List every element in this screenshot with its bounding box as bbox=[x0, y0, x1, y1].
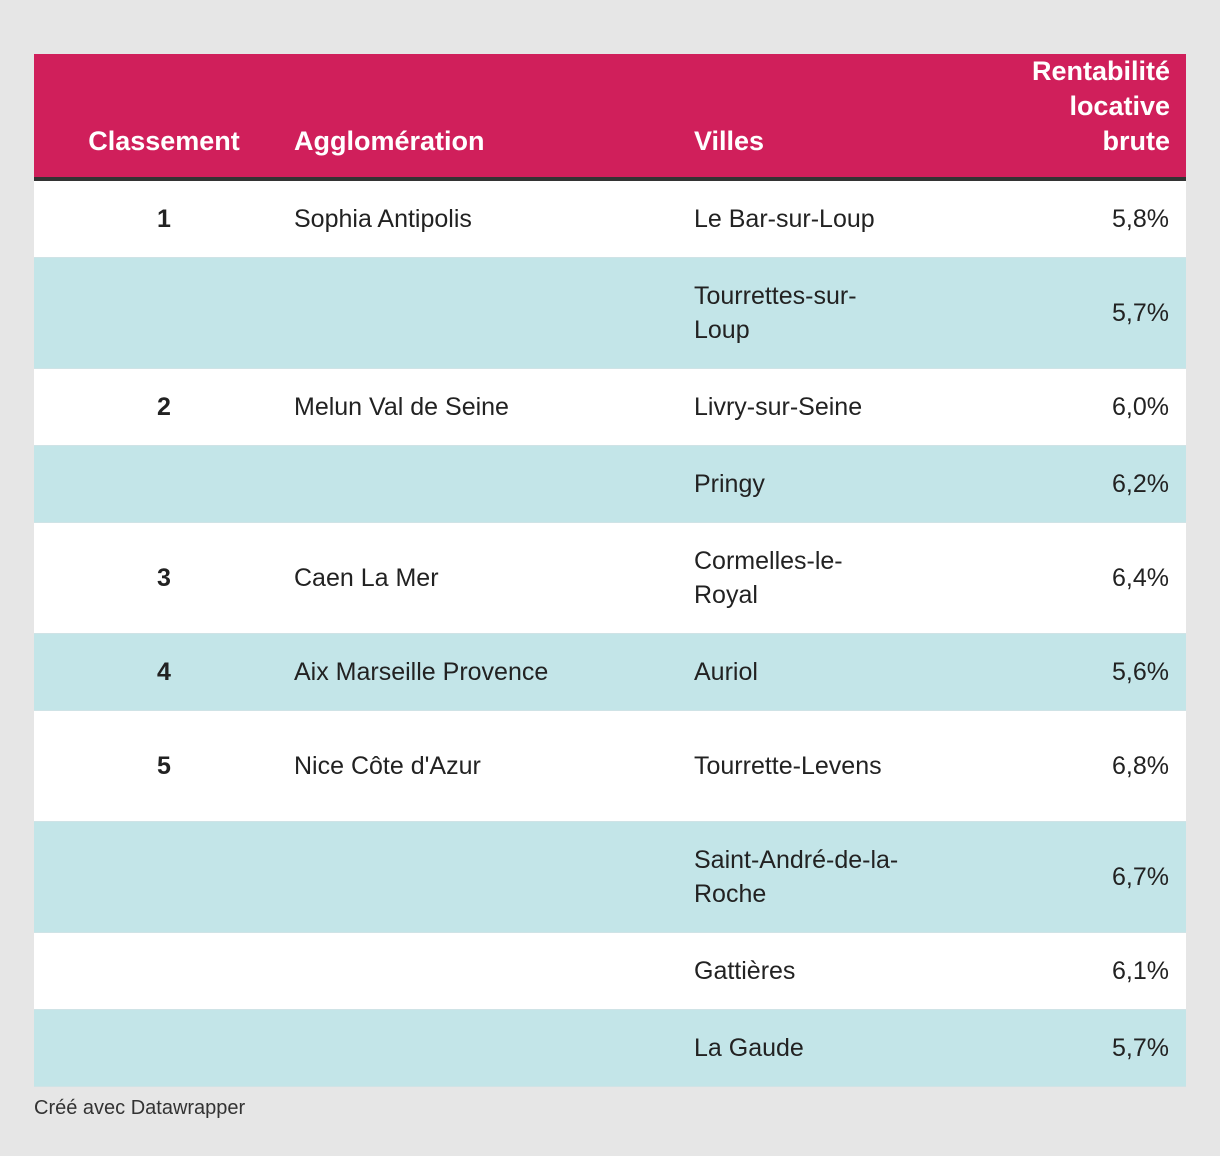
table-row: Tourrettes-sur-Loup 5,7% bbox=[34, 257, 1186, 369]
table-row: La Gaude 5,7% bbox=[34, 1009, 1186, 1087]
cell-rank: 5 bbox=[34, 710, 294, 822]
cell-rentabilite: 5,7% bbox=[1006, 1009, 1186, 1087]
cell-rentabilite: 6,8% bbox=[1006, 710, 1186, 822]
cell-rank bbox=[34, 932, 294, 1010]
cell-agglomeration: Nice Côte d'Azur bbox=[294, 710, 694, 822]
cell-rentabilite: 6,2% bbox=[1006, 445, 1186, 523]
table-row: 1 Sophia Antipolis Le Bar-sur-Loup 5,8% bbox=[34, 179, 1186, 258]
cell-agglomeration bbox=[294, 257, 694, 369]
cell-rentabilite: 6,4% bbox=[1006, 522, 1186, 634]
table-row: Pringy 6,2% bbox=[34, 445, 1186, 523]
cell-rank bbox=[34, 1009, 294, 1087]
cell-agglomeration: Caen La Mer bbox=[294, 522, 694, 634]
cell-rank: 2 bbox=[34, 368, 294, 446]
cell-ville: Auriol bbox=[694, 633, 1006, 711]
cell-rentabilite: 5,6% bbox=[1006, 633, 1186, 711]
table-row: 2 Melun Val de Seine Livry-sur-Seine 6,0… bbox=[34, 368, 1186, 446]
ville-label: La Gaude bbox=[694, 1034, 804, 1062]
header-agglomeration: Agglomération bbox=[294, 54, 694, 181]
cell-rank: 4 bbox=[34, 633, 294, 711]
cell-agglomeration bbox=[294, 932, 694, 1010]
ville-label: Le Bar-sur-Loup bbox=[694, 205, 875, 233]
table-row: Gattières 6,1% bbox=[34, 932, 1186, 1010]
ville-label: Saint-André-de-la-Roche bbox=[694, 846, 899, 908]
header-villes: Villes bbox=[694, 54, 1006, 181]
cell-agglomeration bbox=[294, 445, 694, 523]
cell-ville: Tourrette-Levens bbox=[694, 710, 1006, 822]
ville-label: Pringy bbox=[694, 470, 765, 498]
cell-rentabilite: 6,1% bbox=[1006, 932, 1186, 1010]
cell-rank bbox=[34, 821, 294, 933]
rental-yield-table: Classement Agglomération Villes Rentabil… bbox=[34, 54, 1186, 1087]
ville-label: Cormelles-le-Royal bbox=[694, 547, 843, 609]
cell-rentabilite: 5,8% bbox=[1006, 179, 1186, 258]
table-row: 5 Nice Côte d'Azur Tourrette-Levens 6,8% bbox=[34, 710, 1186, 822]
cell-ville: Le Bar-sur-Loup bbox=[694, 179, 1006, 258]
header-rentabilite: Rentabilité locative brute bbox=[1006, 54, 1186, 181]
cell-rentabilite: 6,7% bbox=[1006, 821, 1186, 933]
cell-agglomeration: Aix Marseille Provence bbox=[294, 633, 694, 711]
cell-agglomeration bbox=[294, 821, 694, 933]
table-row: Saint-André-de-la-Roche 6,7% bbox=[34, 821, 1186, 933]
cell-rank bbox=[34, 257, 294, 369]
ville-label: Auriol bbox=[694, 658, 758, 686]
cell-ville: Pringy bbox=[694, 445, 1006, 523]
table-header-row: Classement Agglomération Villes Rentabil… bbox=[34, 54, 1186, 181]
cell-ville: Livry-sur-Seine bbox=[694, 368, 1006, 446]
cell-ville: Tourrettes-sur-Loup bbox=[694, 257, 1006, 369]
header-classement: Classement bbox=[34, 54, 294, 181]
cell-rank bbox=[34, 445, 294, 523]
cell-rank: 3 bbox=[34, 522, 294, 634]
cell-rank: 1 bbox=[34, 179, 294, 258]
table-row: 3 Caen La Mer Cormelles-le-Royal 6,4% bbox=[34, 522, 1186, 634]
cell-rentabilite: 6,0% bbox=[1006, 368, 1186, 446]
ville-label: Tourrette-Levens bbox=[694, 752, 882, 780]
ville-label: Gattières bbox=[694, 957, 796, 985]
cell-rentabilite: 5,7% bbox=[1006, 257, 1186, 369]
ville-label: Livry-sur-Seine bbox=[694, 393, 863, 421]
cell-agglomeration bbox=[294, 1009, 694, 1087]
cell-agglomeration: Sophia Antipolis bbox=[294, 179, 694, 258]
cell-ville: La Gaude bbox=[694, 1009, 1006, 1087]
cell-ville: Gattières bbox=[694, 932, 1006, 1010]
cell-agglomeration: Melun Val de Seine bbox=[294, 368, 694, 446]
ranking-table: Classement Agglomération Villes Rentabil… bbox=[34, 54, 1186, 1087]
table-row: 4 Aix Marseille Provence Auriol 5,6% bbox=[34, 633, 1186, 711]
ville-label: Tourrettes-sur-Loup bbox=[694, 282, 857, 344]
cell-ville: Saint-André-de-la-Roche bbox=[694, 821, 1006, 933]
datawrapper-credit: Créé avec Datawrapper bbox=[34, 1097, 246, 1119]
cell-ville: Cormelles-le-Royal bbox=[694, 522, 1006, 634]
